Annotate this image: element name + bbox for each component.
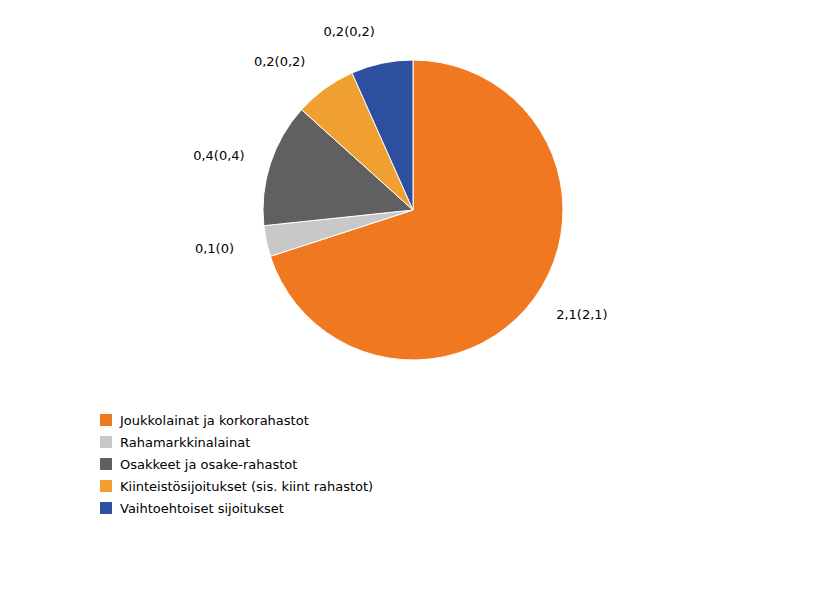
legend-swatch	[100, 414, 112, 426]
data-label: 0,1(0)	[195, 241, 234, 256]
legend-item: Joukkolainat ja korkorahastot	[100, 413, 309, 428]
legend-swatch	[100, 436, 112, 448]
data-label: 0,2(0,2)	[254, 54, 306, 69]
legend-label: Osakkeet ja osake-rahastot	[120, 457, 297, 472]
legend-swatch	[100, 458, 112, 470]
data-label: 0,4(0,4)	[193, 148, 245, 163]
legend-swatch	[100, 502, 112, 514]
chart: 2,1(2,1) 0,1(0) 0,4(0,4) 0,2(0,2) 0,2(0,2) Jo…	[0, 0, 827, 590]
legend: Joukkolainat ja korkorahastot Rahamarkkin…	[100, 413, 373, 516]
data-labels: 2,1(2,1) 0,1(0) 0,4(0,4) 0,2(0,2) 0,2(0,2)	[193, 23, 608, 321]
data-label: 0,2(0,2)	[323, 23, 375, 38]
pie	[263, 60, 563, 360]
legend-item: Kiinteistösijoitukset (sis. kiint rahast…	[100, 479, 373, 494]
legend-item: Rahamarkkinalainat	[100, 435, 250, 450]
data-label: 2,1(2,1)	[556, 307, 608, 322]
pie-slice	[352, 60, 413, 210]
legend-label: Rahamarkkinalainat	[120, 435, 250, 450]
legend-swatch	[100, 480, 112, 492]
legend-label: Joukkolainat ja korkorahastot	[119, 413, 309, 428]
legend-item: Osakkeet ja osake-rahastot	[100, 457, 297, 472]
legend-item: Vaihtoehtoiset sijoitukset	[100, 501, 284, 516]
legend-label: Vaihtoehtoiset sijoitukset	[120, 501, 284, 516]
legend-label: Kiinteistösijoitukset (sis. kiint rahast…	[120, 479, 373, 494]
